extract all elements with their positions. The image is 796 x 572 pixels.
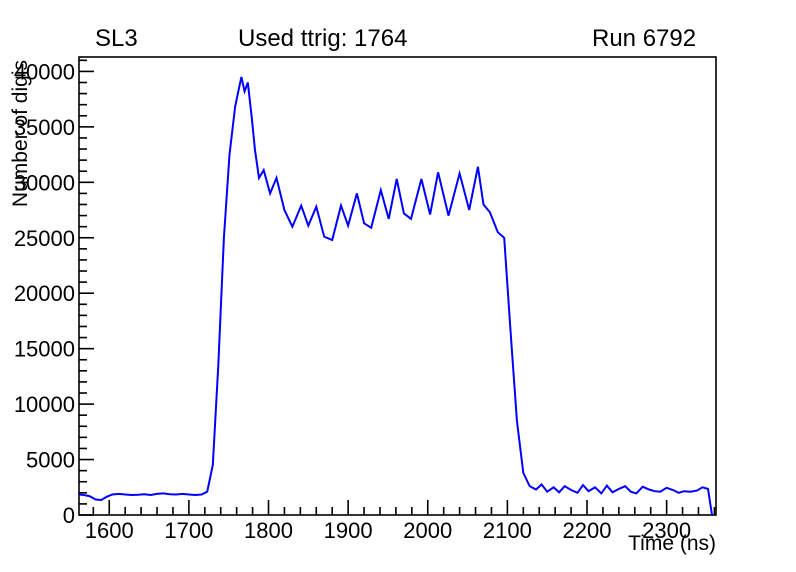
x-tick-label: 2000 xyxy=(403,518,452,543)
x-tick-label: 1700 xyxy=(164,518,213,543)
x-tick-label: 1600 xyxy=(85,518,134,543)
x-tick-label: 2200 xyxy=(563,518,612,543)
histogram-line xyxy=(78,76,713,516)
y-tick-label: 40000 xyxy=(14,59,75,84)
plot-frame xyxy=(78,56,717,516)
y-tick-label: 10000 xyxy=(14,392,75,417)
y-tick-label: 25000 xyxy=(14,226,75,251)
pad-title-run: Run 6792 xyxy=(592,25,697,52)
y-axis-title: Number of digis xyxy=(9,60,32,207)
x-tick-label: 2100 xyxy=(483,518,532,543)
y-tick-label: 30000 xyxy=(14,170,75,195)
y-tick-label: 5000 xyxy=(26,448,75,473)
x-axis-title: Time (ns) xyxy=(628,532,716,555)
x-tick-label: 1900 xyxy=(324,518,373,543)
y-tick-label: 15000 xyxy=(14,337,75,362)
y-tick-label: 35000 xyxy=(14,115,75,140)
y-tick-label: 0 xyxy=(63,503,75,528)
y-tick-label: 20000 xyxy=(14,281,75,306)
pad-title-left: SL3 xyxy=(95,25,138,52)
x-tick-label: 1800 xyxy=(244,518,293,543)
pad-title-ttrig: Used ttrig: 1764 xyxy=(238,25,408,52)
x-tick-label: 2300 xyxy=(642,518,691,543)
